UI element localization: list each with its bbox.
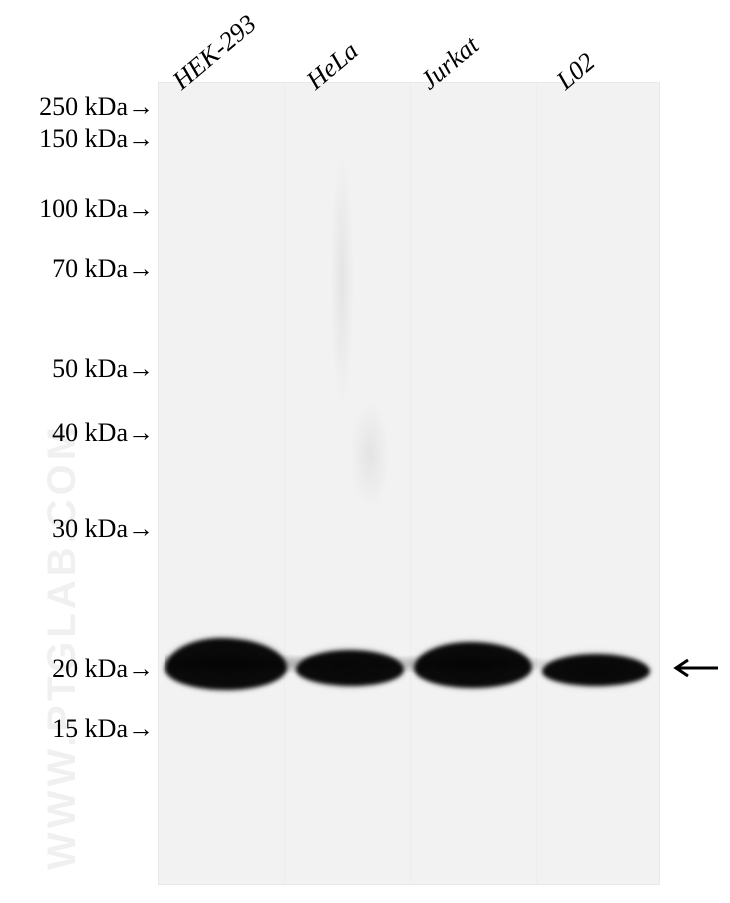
band-halo bbox=[165, 636, 655, 692]
watermark-label: WWW.PTGLAB.COM bbox=[40, 423, 84, 870]
blot-membrane bbox=[158, 82, 660, 885]
mw-marker: 50 kDa→ bbox=[0, 354, 154, 384]
arrow-right-icon: → bbox=[128, 254, 154, 284]
mw-text: 150 kDa bbox=[39, 124, 128, 153]
background-smudge bbox=[330, 150, 354, 410]
arrow-right-icon: → bbox=[128, 124, 154, 154]
arrow-right-icon: → bbox=[128, 418, 154, 448]
mw-text: 100 kDa bbox=[39, 194, 128, 223]
arrow-right-icon: → bbox=[128, 354, 154, 384]
watermark-text: WWW.PTGLAB.COM bbox=[40, 423, 85, 870]
arrow-right-icon: → bbox=[128, 714, 154, 744]
mw-marker: 250 kDa→ bbox=[0, 92, 154, 122]
mw-text: 50 kDa bbox=[52, 354, 128, 383]
arrow-right-icon: → bbox=[128, 654, 154, 684]
band-indicator-arrow-icon bbox=[668, 656, 720, 680]
mw-marker: 70 kDa→ bbox=[0, 254, 154, 284]
arrow-right-icon: → bbox=[128, 514, 154, 544]
arrow-right-icon: → bbox=[128, 92, 154, 122]
mw-text: 70 kDa bbox=[52, 254, 128, 283]
western-blot-figure: HEK-293 HeLa Jurkat L02 250 kDa→ 150 kDa… bbox=[0, 0, 730, 903]
mw-marker: 100 kDa→ bbox=[0, 194, 154, 224]
background-smudge bbox=[350, 400, 390, 510]
arrow-right-icon: → bbox=[128, 194, 154, 224]
mw-marker: 150 kDa→ bbox=[0, 124, 154, 154]
mw-text: 250 kDa bbox=[39, 92, 128, 121]
